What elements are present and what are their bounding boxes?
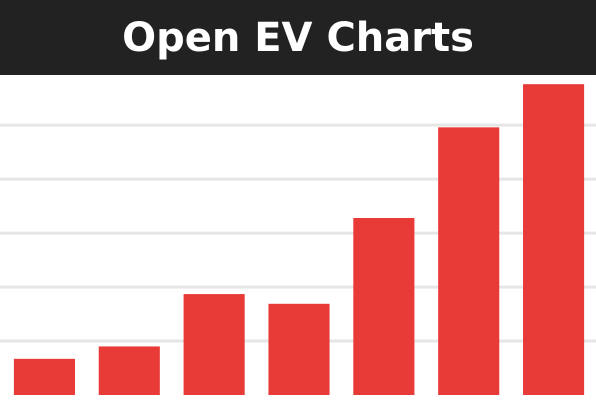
bar (98, 346, 160, 395)
bar (13, 358, 75, 395)
chart-title: Open EV Charts (122, 15, 474, 61)
bar (353, 218, 415, 395)
bar (438, 127, 500, 395)
header-bar (0, 0, 596, 75)
bar (268, 303, 330, 395)
bar (183, 294, 245, 395)
bar (523, 84, 585, 395)
